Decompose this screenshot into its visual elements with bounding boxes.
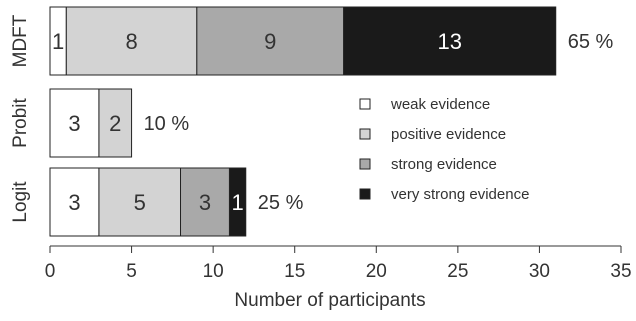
- x-tick-label: 30: [529, 261, 550, 282]
- x-tick-label: 25: [447, 261, 468, 282]
- x-axis: 0 5 10 15 20 25 30 35: [45, 245, 632, 282]
- segment-label: 3: [68, 111, 80, 136]
- x-tick-label: 15: [284, 261, 305, 282]
- x-tick-label: 10: [203, 261, 224, 282]
- segment-label: 3: [199, 190, 211, 215]
- bar-segment: [98, 167, 182, 237]
- segment-label: 2: [109, 111, 121, 136]
- bar-segment: [49, 88, 100, 158]
- category-label: MDFT: [10, 14, 31, 67]
- segment-label: 9: [264, 29, 276, 54]
- x-tick-label: 35: [610, 261, 631, 282]
- legend-label: positive evidence: [391, 126, 506, 143]
- bar-segment: [49, 167, 100, 237]
- percent-label: 25 %: [258, 192, 304, 214]
- bar-segment: [65, 6, 198, 76]
- percent-label: 65 %: [568, 31, 614, 53]
- legend-swatch: [359, 98, 371, 110]
- x-axis-title: Number of participants: [234, 290, 425, 311]
- segment-label: 13: [437, 29, 461, 54]
- bar-segment: [180, 167, 230, 237]
- segment-label: 8: [125, 29, 137, 54]
- segment-label: 1: [231, 190, 243, 215]
- segment-label: 3: [68, 190, 80, 215]
- x-tick-label: 0: [45, 261, 56, 282]
- legend: weak evidence positive evidence strong evi…: [359, 96, 529, 203]
- bar-segment: [196, 6, 345, 76]
- legend-label: strong evidence: [391, 156, 497, 173]
- x-tick-label: 5: [126, 261, 137, 282]
- category-labels: MDFT Probit Logit: [10, 14, 31, 222]
- percent-label: 10 %: [144, 113, 190, 135]
- legend-swatch: [359, 188, 371, 200]
- bars-layer: 1 8 9 13 65 %3 2 10 %3 5 3 1 25 %: [49, 6, 614, 237]
- bar-segment: [343, 6, 557, 76]
- x-tick-label: 20: [366, 261, 387, 282]
- legend-swatch: [359, 128, 371, 140]
- category-label: Probit: [10, 97, 31, 147]
- legend-label: very strong evidence: [391, 186, 529, 203]
- category-label: Logit: [10, 181, 31, 223]
- bar-segment: [98, 88, 133, 158]
- segment-label: 1: [52, 29, 64, 54]
- segment-label: 5: [134, 190, 146, 215]
- bar-segment: [228, 167, 247, 237]
- legend-swatch: [359, 158, 371, 170]
- legend-label: weak evidence: [390, 96, 490, 113]
